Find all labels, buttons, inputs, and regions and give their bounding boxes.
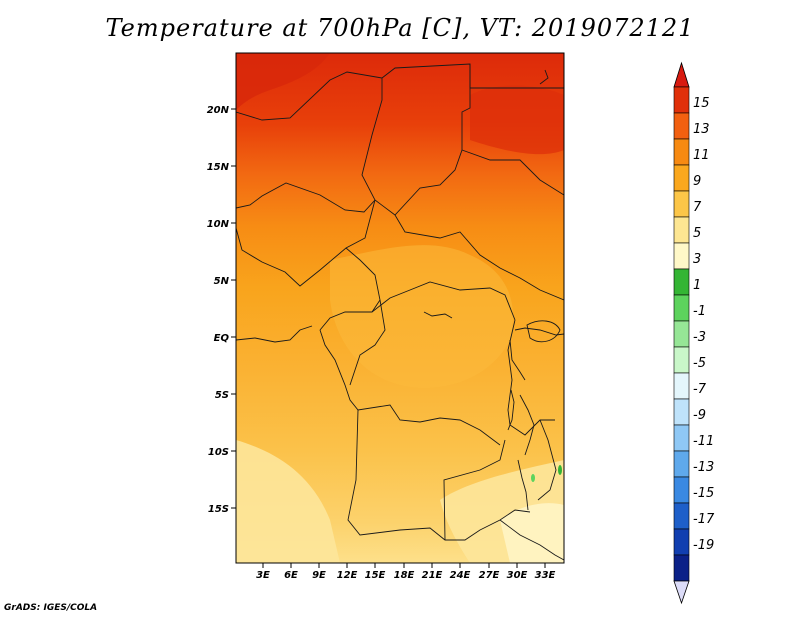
colorbar-label: 3 (693, 252, 701, 267)
colorbar-swatch (673, 502, 690, 530)
country-borders (236, 63, 564, 561)
colorbar-swatch (673, 528, 690, 556)
colorbar-swatch (673, 138, 690, 166)
lat-tick-label: 5N (214, 276, 230, 287)
colorbar-swatch (673, 346, 690, 374)
map-title: Temperature at 700hPa [C], VT: 201907212… (105, 14, 695, 42)
colorbar-swatch (673, 424, 690, 452)
colorbar-swatch (673, 554, 690, 582)
colorbar-label: -1 (693, 304, 706, 319)
colorbar-swatch (673, 216, 690, 244)
lat-tick-label: 15N (207, 162, 230, 173)
map-frame (235, 52, 565, 564)
lon-tick-label: 30E (507, 570, 528, 581)
credit-label: GrADS: IGES/COLA (4, 603, 98, 613)
latitude-axis: 20N 15N 10N 5N EQ 5S 10S 15S (207, 105, 236, 515)
colorbar-swatch (673, 476, 690, 504)
colorbar-swatch (673, 190, 690, 218)
colorbar-label: 7 (693, 200, 702, 215)
colorbar-swatch (673, 164, 690, 192)
colorbar-min-arrow (673, 580, 690, 605)
colorbar-swatch (673, 398, 690, 426)
colorbar-label: -19 (693, 538, 714, 553)
lon-tick-label: 3E (256, 570, 270, 581)
colorbar-swatch (673, 450, 690, 478)
lat-tick-label: 10S (208, 447, 229, 458)
lon-tick-label: 15E (365, 570, 386, 581)
colorbar-label: 13 (693, 122, 710, 137)
colorbar-label: 15 (693, 96, 710, 111)
colorbar-swatch (673, 242, 690, 270)
lon-tick-label: 33E (535, 570, 556, 581)
colorbar-label: -9 (693, 408, 706, 423)
colorbar-label: 1 (693, 278, 701, 293)
colorbar-label: -13 (693, 460, 714, 475)
colorbar-label: -3 (693, 330, 706, 345)
lon-tick-label: 27E (479, 570, 500, 581)
colorbar-legend: 15 13 11 9 7 5 3 1 -1 -3 -5 -7 -9 -11 -13 -15 -17 -19 (673, 61, 715, 605)
colorbar-max-arrow (673, 61, 690, 88)
temperature-field (236, 53, 564, 563)
lon-tick-label: 12E (337, 570, 358, 581)
colorbar-label: -5 (693, 356, 706, 371)
lakes (423, 69, 561, 511)
lon-tick-label: 6E (284, 570, 298, 581)
lat-tick-label: 20N (207, 105, 230, 116)
colorbar-label: 11 (693, 148, 710, 163)
lon-tick-label: 21E (422, 570, 443, 581)
lat-tick-label: 15S (208, 504, 229, 515)
lat-tick-label: 5S (215, 390, 229, 401)
colorbar-label: 5 (693, 226, 701, 241)
colorbar-label: -11 (693, 434, 714, 449)
lon-tick-label: 18E (394, 570, 415, 581)
longitude-axis: 3E 6E 9E 12E 15E 18E 21E 24E 27E 30E 33E (256, 563, 556, 581)
colorbar-label: 9 (693, 174, 701, 189)
lat-tick-label: EQ (214, 333, 230, 344)
colorbar-label: -7 (693, 382, 707, 397)
colorbar-swatch (673, 112, 690, 140)
colorbar-swatch (673, 372, 690, 400)
colorbar-swatch (673, 320, 690, 348)
colorbar-swatch (673, 86, 690, 114)
colorbar-label: -17 (693, 512, 715, 527)
lon-tick-label: 24E (450, 570, 471, 581)
colorbar-swatch (673, 268, 690, 296)
lat-tick-label: 10N (207, 219, 230, 230)
colorbar-label: -15 (693, 486, 714, 501)
lon-tick-label: 9E (312, 570, 326, 581)
colorbar-swatch (673, 294, 690, 322)
